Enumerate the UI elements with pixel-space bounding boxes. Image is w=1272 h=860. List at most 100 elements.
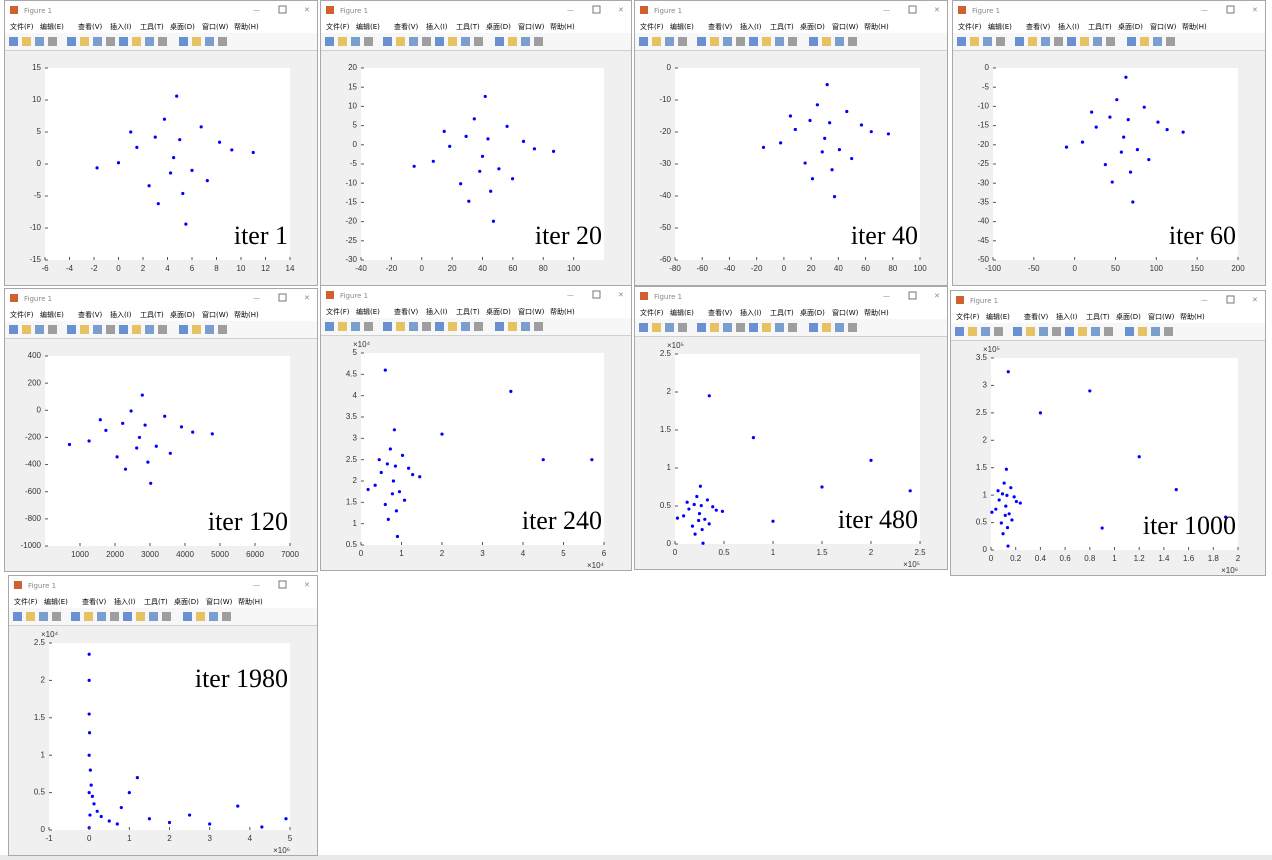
toolbar-button[interactable]: [26, 612, 35, 621]
maximize-button[interactable]: [278, 5, 287, 14]
toolbar-button[interactable]: [508, 37, 517, 46]
toolbar-button[interactable]: [652, 323, 661, 332]
toolbar-button[interactable]: [218, 37, 227, 46]
toolbar-button[interactable]: [710, 37, 719, 46]
toolbar-button[interactable]: [325, 37, 334, 46]
menu-item[interactable]: 插入(I): [426, 22, 448, 31]
close-button[interactable]: ✕: [934, 6, 940, 14]
toolbar-button[interactable]: [1080, 37, 1089, 46]
menu-item[interactable]: 桌面(D): [170, 310, 195, 319]
menu-item[interactable]: 查看(V): [394, 22, 419, 31]
toolbar-button[interactable]: [474, 322, 483, 331]
menu-item[interactable]: 工具(T): [456, 23, 480, 31]
toolbar-button[interactable]: [123, 612, 132, 621]
menu-item[interactable]: 文件(F): [956, 312, 980, 321]
minimize-button[interactable]: —: [1201, 6, 1208, 14]
toolbar-button[interactable]: [723, 323, 732, 332]
toolbar-button[interactable]: [338, 322, 347, 331]
menu-item[interactable]: 插入(I): [426, 307, 448, 316]
menu-item[interactable]: 工具(T): [1088, 23, 1112, 31]
menu-item[interactable]: 文件(F): [640, 308, 664, 317]
menu-item[interactable]: 编辑(E): [988, 22, 1012, 31]
menu-item[interactable]: 查看(V): [708, 308, 733, 317]
toolbar-button[interactable]: [1164, 327, 1173, 336]
minimize-button[interactable]: —: [883, 292, 890, 300]
toolbar-button[interactable]: [495, 322, 504, 331]
menu-item[interactable]: 查看(V): [78, 310, 103, 319]
menu-item[interactable]: 桌面(D): [800, 308, 825, 317]
toolbar-button[interactable]: [1026, 327, 1035, 336]
toolbar-button[interactable]: [364, 37, 373, 46]
toolbar-button[interactable]: [1138, 327, 1147, 336]
toolbar-button[interactable]: [22, 37, 31, 46]
close-button[interactable]: ✕: [1252, 6, 1258, 14]
menu-item[interactable]: 工具(T): [770, 23, 794, 31]
menu-item[interactable]: 插入(I): [740, 308, 762, 317]
toolbar-button[interactable]: [158, 37, 167, 46]
toolbar-button[interactable]: [93, 37, 102, 46]
toolbar-button[interactable]: [338, 37, 347, 46]
toolbar-button[interactable]: [80, 37, 89, 46]
toolbar-button[interactable]: [396, 37, 405, 46]
toolbar-button[interactable]: [364, 322, 373, 331]
toolbar-button[interactable]: [132, 37, 141, 46]
toolbar-button[interactable]: [52, 612, 61, 621]
toolbar-button[interactable]: [788, 323, 797, 332]
toolbar-button[interactable]: [1104, 327, 1113, 336]
toolbar-button[interactable]: [158, 325, 167, 334]
menu-item[interactable]: 桌面(D): [1118, 22, 1143, 31]
toolbar-button[interactable]: [678, 37, 687, 46]
toolbar-button[interactable]: [1039, 327, 1048, 336]
toolbar-button[interactable]: [678, 323, 687, 332]
close-button[interactable]: ✕: [304, 294, 310, 302]
menu-item[interactable]: 查看(V): [82, 597, 107, 606]
menu-item[interactable]: 窗口(W): [518, 307, 545, 316]
toolbar-button[interactable]: [521, 322, 530, 331]
toolbar-button[interactable]: [461, 37, 470, 46]
toolbar-button[interactable]: [697, 323, 706, 332]
menu-item[interactable]: 工具(T): [144, 598, 168, 606]
toolbar-button[interactable]: [639, 37, 648, 46]
menu-item[interactable]: 工具(T): [456, 308, 480, 316]
close-button[interactable]: ✕: [304, 581, 310, 589]
maximize-button[interactable]: [1226, 5, 1235, 14]
minimize-button[interactable]: —: [1201, 296, 1208, 304]
toolbar-button[interactable]: [325, 322, 334, 331]
toolbar-button[interactable]: [1013, 327, 1022, 336]
maximize-button[interactable]: [278, 293, 287, 302]
toolbar-button[interactable]: [534, 37, 543, 46]
toolbar-button[interactable]: [209, 612, 218, 621]
toolbar-button[interactable]: [822, 323, 831, 332]
menu-item[interactable]: 工具(T): [140, 23, 164, 31]
menu-item[interactable]: 窗口(W): [832, 308, 859, 317]
toolbar-button[interactable]: [71, 612, 80, 621]
menu-item[interactable]: 查看(V): [78, 22, 103, 31]
menu-item[interactable]: 窗口(W): [202, 22, 229, 31]
menu-item[interactable]: 帮助(H): [550, 22, 575, 31]
minimize-button[interactable]: —: [883, 6, 890, 14]
toolbar-button[interactable]: [1140, 37, 1149, 46]
toolbar-button[interactable]: [409, 37, 418, 46]
close-button[interactable]: ✕: [618, 291, 624, 299]
toolbar-button[interactable]: [809, 37, 818, 46]
close-button[interactable]: ✕: [934, 292, 940, 300]
minimize-button[interactable]: —: [253, 6, 260, 14]
toolbar-button[interactable]: [534, 322, 543, 331]
close-button[interactable]: ✕: [304, 6, 310, 14]
toolbar-button[interactable]: [351, 37, 360, 46]
toolbar-button[interactable]: [409, 322, 418, 331]
toolbar-button[interactable]: [22, 325, 31, 334]
toolbar-button[interactable]: [665, 37, 674, 46]
toolbar-button[interactable]: [495, 37, 504, 46]
menu-item[interactable]: 窗口(W): [1150, 22, 1177, 31]
menu-item[interactable]: 查看(V): [1024, 312, 1049, 321]
menu-item[interactable]: 帮助(H): [238, 597, 263, 606]
toolbar-button[interactable]: [835, 323, 844, 332]
menu-item[interactable]: 编辑(E): [670, 308, 694, 317]
toolbar-button[interactable]: [762, 323, 771, 332]
maximize-button[interactable]: [592, 5, 601, 14]
toolbar-button[interactable]: [1151, 327, 1160, 336]
toolbar-button[interactable]: [48, 325, 57, 334]
menu-item[interactable]: 工具(T): [140, 311, 164, 319]
menu-item[interactable]: 桌面(D): [1116, 312, 1141, 321]
